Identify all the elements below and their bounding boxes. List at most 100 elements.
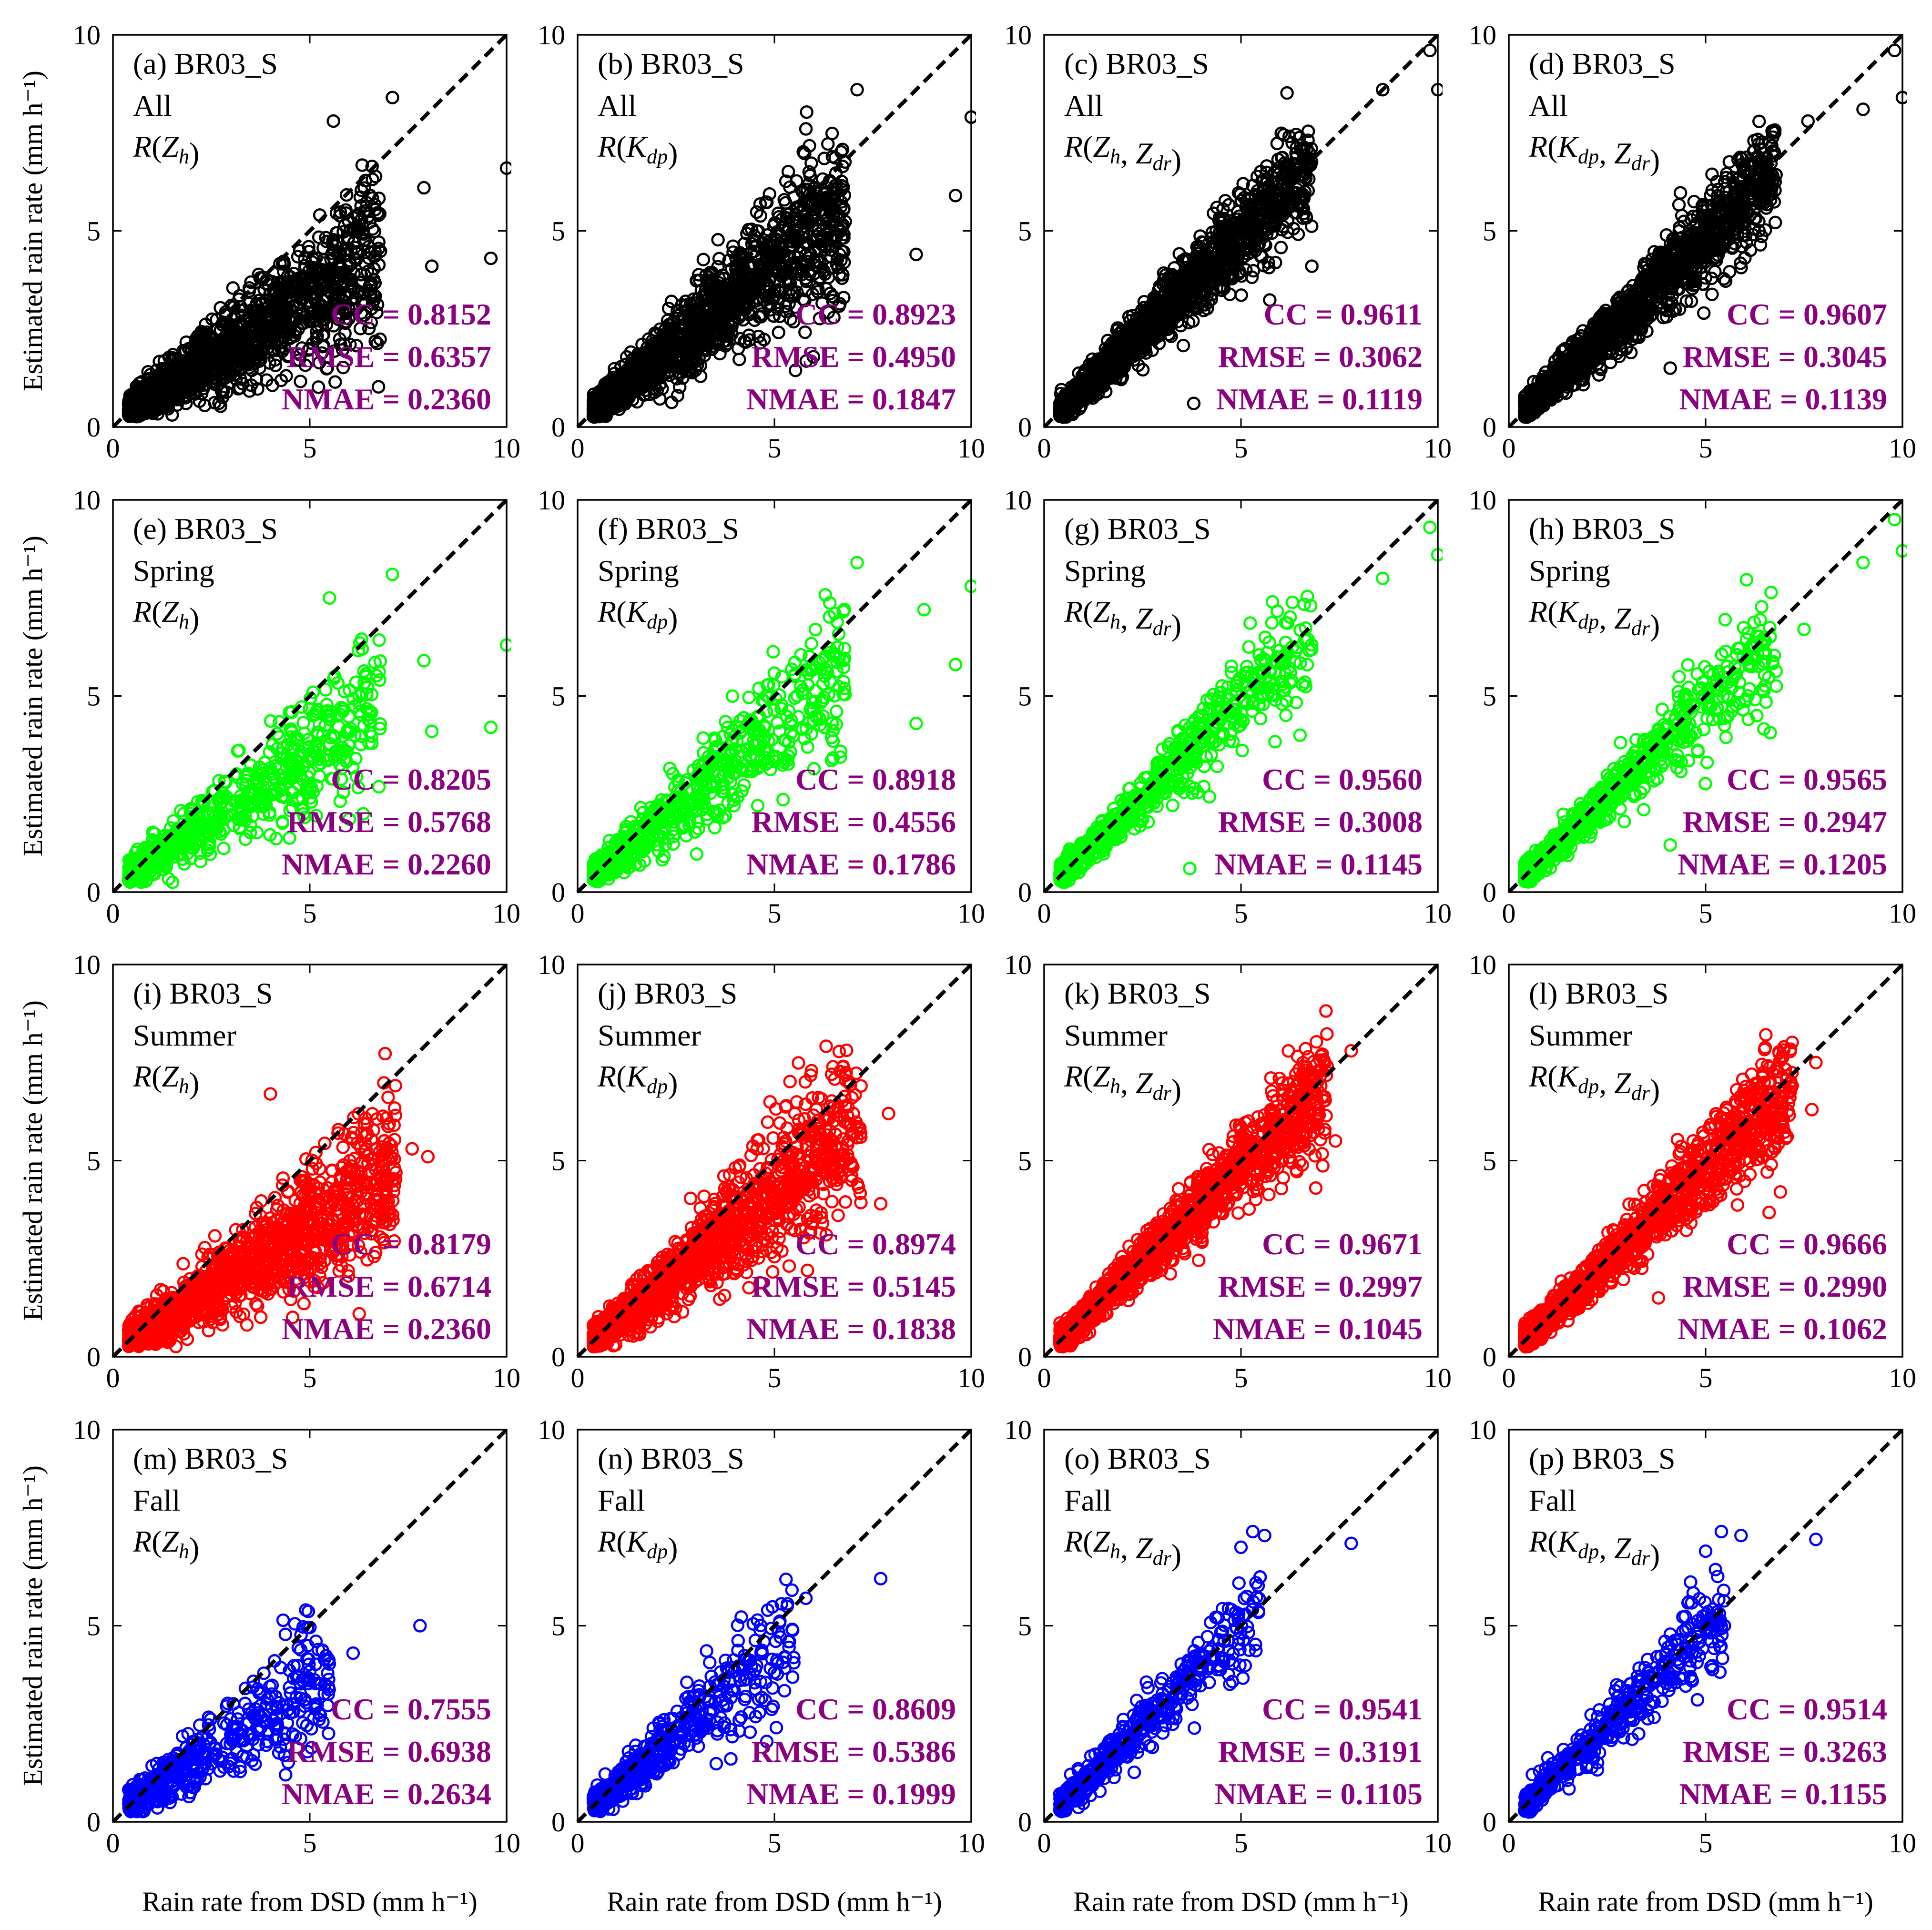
scatter-point	[293, 348, 307, 362]
scatter-point	[355, 158, 369, 172]
scatter-point	[693, 369, 708, 383]
scatter-point	[1269, 255, 1282, 270]
scatter-point	[777, 193, 791, 207]
scatter-point	[336, 343, 350, 357]
scatter-point	[662, 341, 677, 356]
stat-cc: CC = 0.8923	[795, 297, 956, 331]
y-tick-label: 0	[1018, 412, 1032, 443]
scatter-point	[745, 286, 759, 300]
scatter-point	[333, 205, 347, 219]
scatter-point	[674, 333, 688, 347]
scatter-point	[705, 342, 719, 356]
y-tick-label: 0	[551, 412, 565, 443]
scatter-point	[768, 284, 782, 298]
scatter-point	[807, 266, 822, 281]
scatter-point	[260, 373, 274, 387]
scatter-point	[794, 268, 808, 282]
scatter-point	[836, 268, 850, 282]
scatter-point	[1176, 338, 1190, 353]
scatter-point	[692, 351, 706, 365]
scatter-point	[656, 355, 671, 368]
y-tick-label: 5	[551, 216, 565, 247]
y-tick-label: 10	[73, 20, 101, 51]
scatter-point	[648, 369, 661, 383]
scatter-point	[760, 195, 774, 209]
scatter-point	[253, 286, 267, 300]
scatter-point	[679, 364, 692, 378]
scatter-point	[328, 375, 342, 389]
scatter-point	[696, 253, 711, 266]
scatter-point	[256, 329, 270, 343]
scatter-point	[336, 360, 350, 375]
scatter-point	[1246, 264, 1261, 278]
scatter-point	[227, 323, 242, 337]
y-tick-label: 0	[87, 412, 101, 443]
scatter-point	[639, 378, 653, 393]
stat-nmae: NMAE = 0.1847	[746, 382, 956, 416]
scatter-point	[630, 395, 644, 409]
scatter-point	[132, 376, 146, 390]
estimator-label: R(Kdp)	[597, 130, 678, 170]
scatter-point	[813, 312, 827, 325]
scatter-point	[279, 323, 293, 336]
scatter-point	[827, 310, 841, 325]
scatter-point	[232, 352, 246, 366]
scatter-point	[647, 361, 661, 375]
scatter-point	[1301, 124, 1315, 138]
scatter-point	[339, 270, 353, 284]
scatter-point	[689, 325, 703, 339]
scatter-point	[763, 187, 776, 201]
scatter-point	[815, 296, 829, 310]
scatter-point	[150, 396, 164, 410]
scatter-point	[724, 287, 738, 301]
scatter-point	[276, 288, 290, 302]
panel-label: (b) BR03_S	[598, 47, 744, 81]
scatter-point	[330, 226, 344, 240]
scatter-point	[753, 209, 767, 223]
one-to-one-line	[576, 33, 973, 428]
scatter-point	[779, 305, 793, 319]
scatter-point	[825, 192, 840, 206]
scatter-point	[308, 293, 322, 307]
scatter-point	[780, 211, 793, 225]
scatter-point	[341, 231, 356, 245]
y-tick-label: 5	[1018, 216, 1032, 247]
scatter-point	[339, 315, 353, 329]
stat-rmse: RMSE = 0.4950	[752, 340, 956, 374]
scatter-point	[319, 317, 334, 332]
scatter-point	[786, 315, 801, 329]
y-tick-label: 10	[1004, 20, 1032, 51]
scatter-point	[783, 312, 798, 326]
scatter-point	[338, 305, 352, 318]
x-tick-label: 10	[1424, 433, 1452, 464]
scatter-point	[671, 388, 685, 403]
scatter-point	[798, 325, 812, 339]
scatter-point	[191, 358, 205, 372]
scatter-point	[224, 337, 238, 351]
scatter-point	[725, 320, 739, 334]
scatter-point	[722, 305, 736, 319]
scatter-point	[718, 320, 732, 334]
scatter-point	[317, 305, 331, 319]
scatter-point	[796, 292, 810, 306]
scatter-point	[835, 142, 850, 157]
scatter-point	[772, 210, 786, 224]
scatter-point	[795, 255, 809, 269]
scatter-point	[783, 276, 797, 290]
scatter-point	[752, 267, 766, 282]
scatter-point	[799, 354, 813, 368]
scatter-point	[765, 239, 779, 254]
scatter-point	[340, 188, 354, 202]
scatter-point	[294, 375, 307, 388]
season-label: All	[598, 89, 637, 122]
scatter-point	[298, 252, 312, 265]
scatter-point	[364, 315, 378, 329]
scatter-point	[609, 380, 622, 394]
scatter-point	[305, 252, 320, 265]
scatter-point	[734, 279, 748, 293]
scatter-point	[754, 307, 769, 321]
scatter-point	[725, 327, 739, 341]
scatter-point	[826, 290, 840, 304]
panel-label: (a) BR03_S	[133, 47, 278, 81]
